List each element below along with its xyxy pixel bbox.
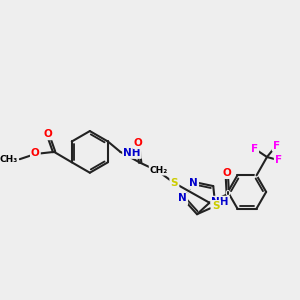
Text: N: N (189, 178, 198, 188)
Text: F: F (275, 155, 282, 165)
Text: NH: NH (123, 148, 141, 158)
Text: O: O (44, 129, 52, 139)
Text: O: O (222, 168, 231, 178)
Text: S: S (212, 201, 219, 211)
Text: CH₃: CH₃ (0, 155, 18, 164)
Text: N: N (189, 178, 198, 188)
Text: S: S (171, 178, 178, 188)
Text: O: O (31, 148, 40, 158)
Text: CH₂: CH₂ (150, 166, 168, 175)
Text: F: F (251, 144, 258, 154)
Text: NH: NH (212, 197, 229, 207)
Text: O: O (134, 138, 142, 148)
Text: N: N (178, 193, 187, 203)
Text: N: N (178, 194, 187, 204)
Text: S: S (212, 201, 220, 211)
Text: S: S (171, 178, 178, 188)
Text: F: F (273, 140, 280, 151)
